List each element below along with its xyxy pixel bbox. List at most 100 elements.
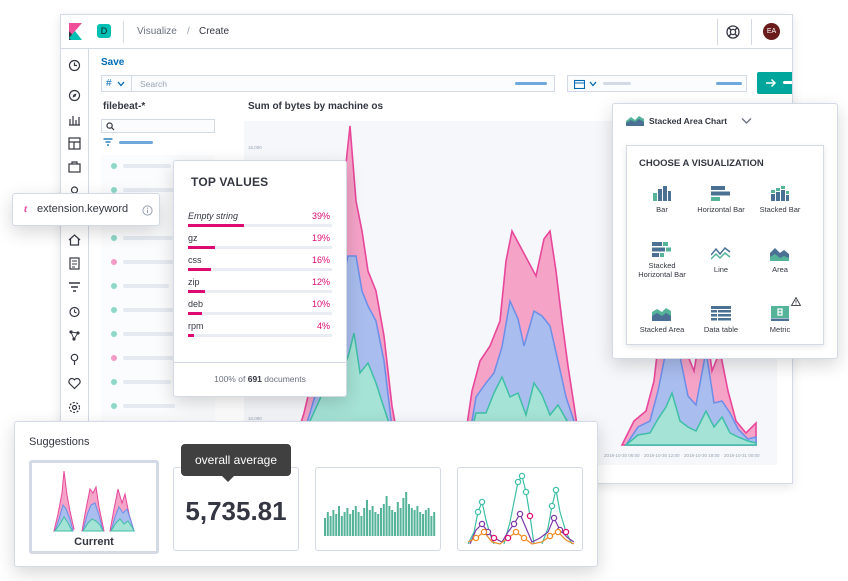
thumbnail-bar — [422, 514, 424, 536]
side-nav — [61, 49, 89, 483]
thumbnail-bar — [340, 516, 343, 536]
uptime-icon[interactable] — [68, 305, 81, 318]
thumbnail-bar — [374, 512, 377, 536]
refresh-button[interactable] — [757, 72, 792, 94]
viz-option-horizontal-bar[interactable]: Horizontal Bar — [691, 186, 751, 214]
thumbnail-bar — [324, 518, 326, 536]
bar-chart-icon — [653, 186, 671, 201]
top-value-bar-track — [188, 268, 332, 271]
viz-option-stacked-area[interactable]: Stacked Area — [632, 306, 692, 334]
field-item[interactable] — [123, 404, 175, 408]
query-language-button[interactable]: # — [106, 78, 112, 89]
thumbnail-bar — [368, 510, 371, 536]
top-value-bar-fill — [188, 268, 211, 271]
kibana-logo-icon[interactable] — [69, 23, 82, 40]
field-item[interactable] — [123, 236, 173, 240]
y-tick: 15,000 — [248, 145, 262, 150]
thumbnail-bar — [427, 508, 430, 536]
thumbnail-bar — [413, 510, 416, 536]
horizontal-bar-icon — [711, 186, 730, 201]
thumbnail-bar — [360, 516, 363, 536]
dashboard-icon[interactable] — [68, 137, 81, 150]
thumbnail-bar — [388, 506, 391, 536]
thumbnail-bar — [329, 516, 332, 536]
field-item[interactable] — [123, 356, 179, 360]
field-search-input[interactable] — [101, 119, 215, 133]
infrastructure-icon[interactable] — [68, 233, 81, 246]
top-value-percent: 16% — [311, 255, 330, 265]
calendar-icon[interactable] — [574, 79, 585, 89]
field-item[interactable] — [123, 308, 177, 312]
field-type-dot — [111, 259, 117, 265]
chevron-down-icon[interactable] — [117, 81, 125, 87]
search-input[interactable]: Search — [140, 79, 167, 89]
top-value-bar-fill — [188, 246, 215, 249]
logs-icon[interactable] — [68, 257, 81, 270]
viz-option-bar[interactable]: Bar — [632, 186, 692, 214]
visualize-icon[interactable] — [68, 113, 81, 126]
field-item[interactable] — [123, 284, 169, 288]
viz-option-metric[interactable]: Metric — [750, 306, 810, 334]
thumbnail-bar — [405, 492, 408, 536]
current-chart-type[interactable]: Stacked Area Chart — [649, 116, 728, 126]
thumbnail-bar — [366, 500, 368, 536]
top-value-percent: 19% — [311, 233, 330, 243]
suggestion-metric[interactable]: 5,735.81 — [173, 467, 299, 551]
graph-icon[interactable] — [68, 329, 81, 342]
field-tooltip[interactable]: t extension.keyword — [12, 193, 160, 226]
field-item[interactable] — [123, 188, 179, 192]
info-icon[interactable] — [142, 205, 153, 216]
suggestions-title: Suggestions — [29, 436, 90, 448]
field-item[interactable] — [123, 332, 175, 336]
stacked-bar-icon — [771, 186, 789, 201]
stacked-area-icon — [626, 116, 644, 126]
field-type-dot — [111, 355, 117, 361]
top-value-percent: 10% — [311, 299, 330, 309]
monitoring-icon[interactable] — [68, 377, 81, 390]
field-type-dot — [111, 163, 117, 169]
space-badge[interactable]: D — [97, 24, 111, 38]
tooltip-text: overall average — [194, 453, 278, 467]
area-chart-icon — [770, 248, 789, 261]
save-button[interactable]: Save — [101, 57, 125, 68]
clock-icon[interactable] — [68, 59, 81, 72]
viz-option-stacked-horizontal-bar[interactable]: Stacked Horizontal Bar — [632, 242, 692, 279]
x-tick: 2018-10-30 18:00 — [684, 453, 720, 458]
viz-option-stacked-bar[interactable]: Stacked Bar — [750, 186, 810, 214]
x-tick: 2018-10-30 06:00 — [604, 453, 640, 458]
chevron-down-icon[interactable] — [741, 117, 752, 125]
suggestion-current[interactable]: Current — [29, 460, 159, 554]
date-picker[interactable] — [567, 75, 747, 92]
field-item[interactable] — [123, 164, 171, 168]
help-lifebuoy-icon[interactable] — [726, 25, 740, 39]
suggestion-bar[interactable] — [315, 467, 441, 551]
field-type-dot — [111, 331, 117, 337]
canvas-icon[interactable] — [68, 161, 81, 174]
compass-icon[interactable] — [68, 89, 81, 102]
breadcrumb-visualize[interactable]: Visualize — [137, 26, 177, 37]
top-value-bar-track — [188, 312, 332, 315]
thumbnail-bar — [408, 504, 410, 536]
thumbnail-bar — [385, 496, 388, 536]
chevron-down-icon[interactable] — [589, 81, 597, 87]
user-avatar[interactable]: EA — [763, 23, 780, 40]
field-item[interactable] — [123, 380, 171, 384]
viz-option-line[interactable]: Line — [691, 246, 751, 274]
ml-icon[interactable] — [68, 353, 81, 366]
thumbnail-bar — [326, 512, 329, 536]
index-pattern-title[interactable]: filebeat-* — [103, 101, 146, 112]
thumbnail-bar — [394, 512, 396, 536]
metric-value: 5,735.81 — [185, 496, 287, 526]
viz-option-area[interactable]: Area — [750, 246, 810, 274]
field-item[interactable] — [123, 260, 181, 264]
gear-icon[interactable] — [68, 401, 81, 414]
footer-count: 691 — [247, 374, 262, 384]
suggestion-line[interactable] — [457, 467, 583, 551]
thumbnail-bar — [396, 502, 399, 536]
top-value-label: deb — [188, 299, 204, 309]
viz-option-data-table[interactable]: Data table — [691, 306, 751, 334]
field-type-dot — [111, 307, 117, 313]
top-bar: D Visualize / Create EA — [61, 15, 792, 49]
apm-icon[interactable] — [68, 281, 81, 294]
filter-icon[interactable] — [103, 138, 113, 146]
